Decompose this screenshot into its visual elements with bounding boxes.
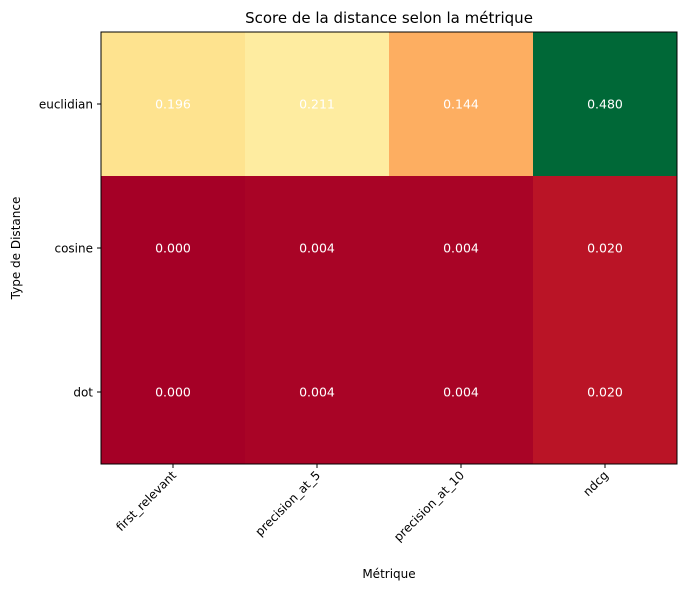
heatmap-cell-dot-first_relevant [101, 320, 246, 465]
cell-value-label: 0.000 [155, 241, 191, 256]
heatmap-cell-cosine-precision_at_5 [245, 176, 390, 321]
y-tick-label: euclidian [39, 98, 93, 112]
cell-value-label: 0.020 [587, 241, 623, 256]
cell-value-label: 0.144 [443, 97, 479, 112]
heatmap-cells [101, 32, 678, 465]
x-tick-label: precision_at_5 [253, 468, 324, 539]
cell-value-label: 0.480 [587, 97, 623, 112]
y-axis-ticks: euclidian cosine dot [39, 98, 101, 400]
cell-value-label: 0.211 [299, 97, 335, 112]
x-tick-label: first_relevant [113, 468, 179, 534]
y-tick-label: cosine [54, 242, 93, 256]
heatmap-cell-euclidian-first_relevant [101, 32, 246, 177]
chart-title: Score de la distance selon la métrique [245, 9, 533, 27]
y-axis-label: Type de Distance [9, 197, 23, 301]
x-tick-label: precision_at_10 [391, 468, 467, 544]
cell-value-label: 0.020 [587, 385, 623, 400]
cell-value-label: 0.004 [299, 385, 335, 400]
heatmap-cell-dot-precision_at_10 [389, 320, 534, 465]
y-tick-label: dot [73, 386, 93, 400]
x-axis-ticks: first_relevant precision_at_5 precision_at… [113, 464, 611, 544]
cell-value-label: 0.000 [155, 385, 191, 400]
x-axis-label: Métrique [362, 567, 415, 581]
cell-value-label: 0.196 [155, 97, 191, 112]
heatmap-cell-euclidian-precision_at_5 [245, 32, 390, 177]
heatmap-cell-euclidian-ndcg [533, 32, 678, 177]
heatmap-cell-cosine-ndcg [533, 176, 678, 321]
cell-value-label: 0.004 [443, 385, 479, 400]
x-tick-label: ndcg [580, 468, 611, 499]
cell-value-label: 0.004 [299, 241, 335, 256]
heatmap-value-labels: 0.196 0.211 0.144 0.480 0.000 0.004 0.004 0.020… [155, 97, 623, 400]
heatmap-cell-euclidian-precision_at_10 [389, 32, 534, 177]
heatmap-cell-cosine-first_relevant [101, 176, 246, 321]
cell-value-label: 0.004 [443, 241, 479, 256]
heatmap-cell-cosine-precision_at_10 [389, 176, 534, 321]
heatmap-cell-dot-precision_at_5 [245, 320, 390, 465]
heatmap-cell-dot-ndcg [533, 320, 678, 465]
